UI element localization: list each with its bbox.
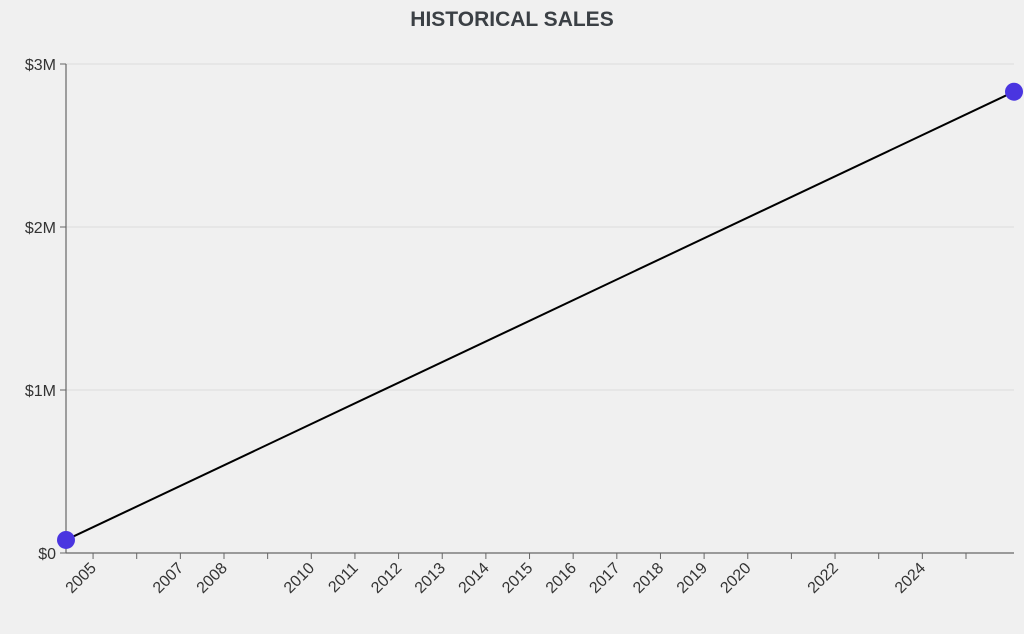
x-tick-label: 2014 (456, 560, 493, 597)
y-tick-label: $2M (25, 220, 56, 237)
x-tick-label: 2017 (586, 560, 623, 597)
x-tick-label: 2013 (412, 560, 449, 597)
x-tick-label: 2012 (368, 560, 405, 597)
y-tick-label: $3M (25, 57, 56, 74)
x-tick-label: 2007 (150, 560, 187, 597)
data-point (57, 530, 75, 549)
x-tick-label: 2018 (630, 560, 667, 597)
x-tick-label: 2011 (325, 560, 361, 596)
y-tick-label: $0 (38, 546, 56, 563)
x-tick-label: 2024 (892, 560, 929, 597)
x-tick-label: 2015 (499, 560, 536, 597)
x-tick-label: 2005 (63, 560, 100, 597)
chart-title: HISTORICAL SALES (410, 8, 613, 31)
x-tick-label: 2016 (543, 560, 580, 597)
sales-line (65, 90, 1015, 541)
y-tick-label: $1M (25, 383, 56, 400)
x-tick-label: 2020 (717, 560, 754, 597)
series-sales (57, 82, 1023, 549)
x-tick-label: 2010 (281, 560, 318, 597)
x-tick-label: 2019 (674, 560, 711, 597)
data-point (1005, 82, 1023, 101)
gridlines (66, 63, 1014, 391)
x-tick-label: 2008 (194, 560, 231, 597)
x-tick-label: 2022 (805, 560, 842, 597)
